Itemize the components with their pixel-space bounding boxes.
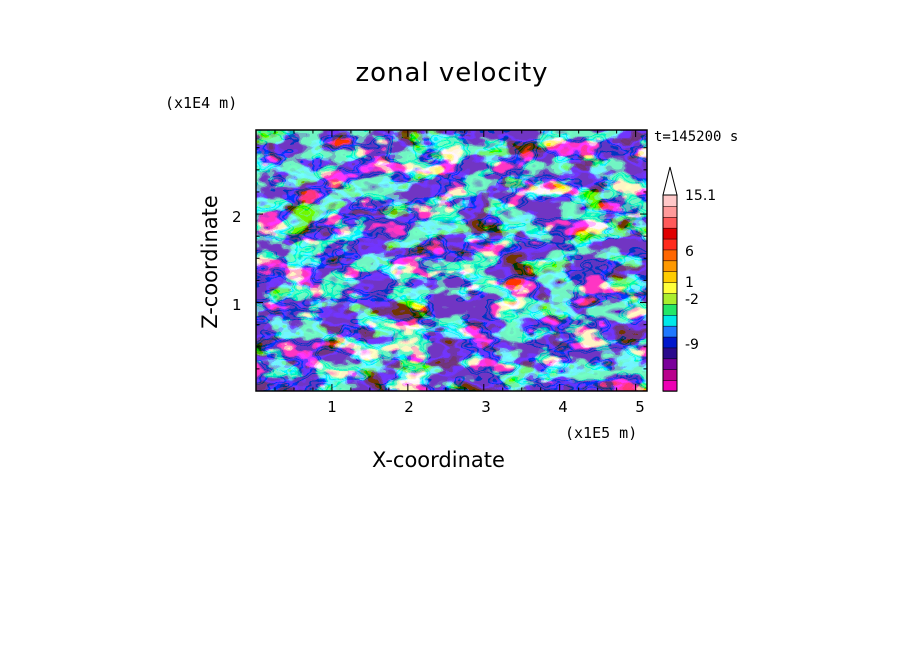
x-axis-units: (x1E5 m) [565, 424, 638, 442]
time-label: t=145200 s [654, 129, 739, 145]
colorbar-label: 15.1 [685, 188, 717, 204]
colorbar-swatch [662, 314, 678, 327]
colorbar-swatch [662, 292, 678, 305]
chart-title: zonal velocity [355, 58, 549, 88]
colorbar-swatch [662, 368, 678, 381]
colorbar-swatch [662, 216, 678, 229]
z-tick-label: 1 [232, 296, 242, 314]
colorbar-label: 6 [685, 244, 694, 260]
colorbar-swatch [662, 281, 678, 294]
colorbar-swatch [662, 194, 678, 207]
axis-ticks [256, 130, 647, 391]
colorbar-swatch [662, 205, 678, 218]
colorbar-extend-arrow [662, 166, 678, 196]
colorbar-label: -9 [685, 337, 699, 353]
colorbar-label: -2 [685, 292, 699, 308]
colorbar-swatch [662, 347, 678, 360]
colorbar-swatch [662, 270, 678, 283]
plot-frame [255, 129, 648, 392]
x-tick-label: 5 [635, 398, 645, 416]
colorbar-swatch [662, 238, 678, 251]
velocity-field [256, 130, 647, 391]
colorbar-swatch [662, 358, 678, 370]
z-tick-label: 2 [232, 208, 242, 226]
colorbar-label: 1 [685, 275, 694, 291]
x-tick-label: 2 [404, 398, 414, 416]
colorbar-frame [662, 194, 678, 392]
x-tick-label: 3 [481, 398, 491, 416]
colorbar-swatch [662, 303, 678, 316]
colorbar-swatch [662, 260, 678, 272]
x-tick-label: 1 [327, 398, 337, 416]
colorbar-swatch [662, 379, 678, 392]
x-tick-label: 4 [558, 398, 568, 416]
colorbar-swatch [662, 249, 678, 262]
colorbar-swatch [662, 227, 678, 240]
colorbar [662, 166, 678, 392]
z-axis-units: (x1E4 m) [165, 94, 238, 112]
colorbar-swatch [662, 325, 678, 338]
colorbar-swatch [662, 336, 678, 349]
x-axis-label: X-coordinate [372, 448, 505, 472]
